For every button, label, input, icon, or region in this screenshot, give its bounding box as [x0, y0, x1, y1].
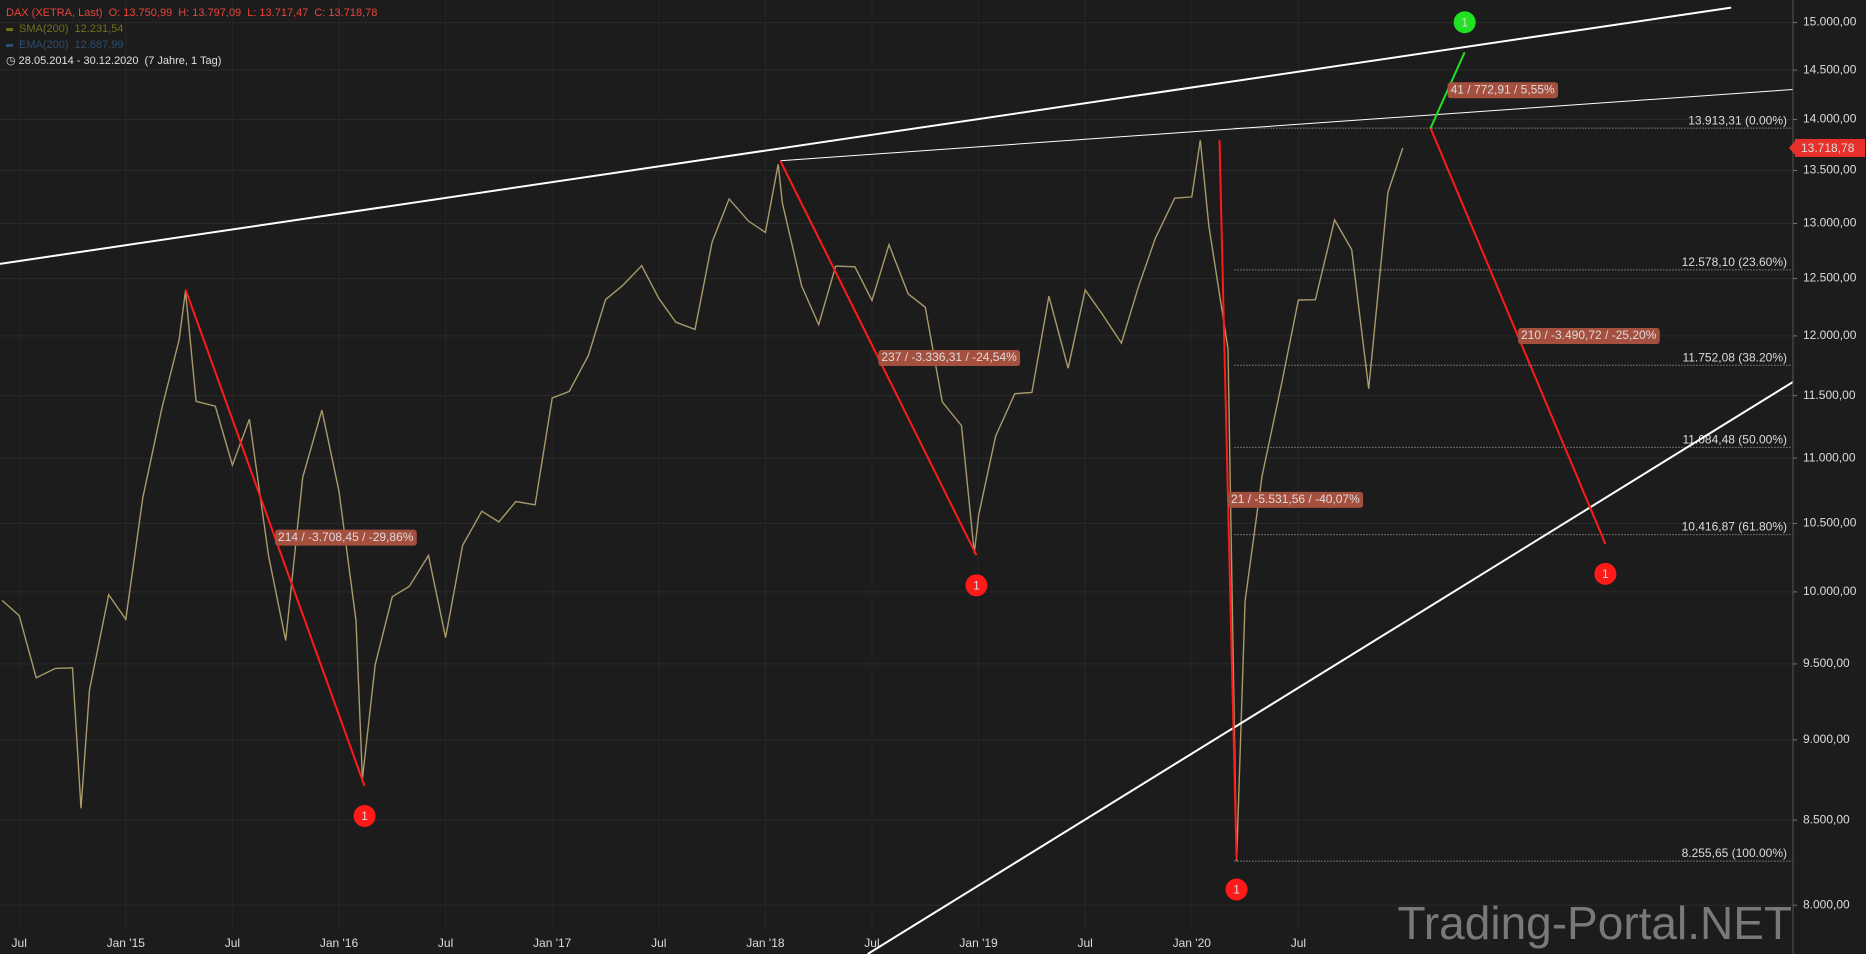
trendline — [780, 88, 1793, 162]
last-price-arrow — [1789, 139, 1796, 156]
move-label-box — [1517, 328, 1660, 345]
indicators: SMA(200) 12.231,54 EMA(200) 12.687,99 — [6, 21, 389, 53]
move-label: 237 / -3.336,31 / -24,54% — [881, 350, 1017, 364]
move-label-box — [275, 529, 417, 546]
move-label: 214 / -3.708,45 / -29,86% — [278, 530, 414, 544]
move-label: 41 / 772,91 / 5,55% — [1451, 82, 1555, 96]
fib-label: 10.416,87 (61.80%) — [1682, 520, 1787, 534]
y-tick-label: 9.500,00 — [1803, 656, 1850, 670]
move-marker — [1225, 878, 1248, 901]
indicator-name: EMA(200) — [19, 39, 69, 51]
move-label: 210 / -3.490,72 / -25,20% — [1521, 328, 1657, 342]
plot-area: 13.913,31 (0.00%) 12.578,10 (23.60%) 11.75… — [0, 6, 1793, 954]
y-tick-label: 15.000,00 — [1803, 15, 1857, 29]
header: DAX (XETRA, Last) O: 13.750,99 H: 13.797,0… — [6, 5, 389, 69]
last-price-box — [1795, 138, 1865, 157]
fib-label: 11.084,48 (50.00%) — [1682, 433, 1787, 447]
x-tick-label: Jan '16 — [320, 936, 359, 950]
x-tick-label: Jul — [12, 936, 27, 950]
indicator-swatch — [6, 43, 13, 47]
move-marker — [353, 805, 376, 828]
indicator: EMA(200) 12.687,99 — [6, 37, 389, 53]
move-marker — [965, 574, 988, 597]
y-tick-label: 8.000,00 — [1803, 897, 1850, 911]
move-marker-label: 1 — [1602, 567, 1609, 581]
fib-label: 8.255,65 (100.00%) — [1682, 846, 1787, 860]
y-tick-label: 10.500,00 — [1803, 516, 1857, 530]
move-marker — [1594, 562, 1617, 585]
instrument-row: DAX (XETRA, Last) O: 13.750,99 H: 13.797,0… — [6, 5, 389, 21]
range-row: ◷ 28.05.2014 - 30.12.2020 (7 Jahre, 1 Tag… — [6, 55, 222, 67]
y-tick-label: 11.000,00 — [1803, 450, 1856, 464]
period: (7 Jahre, 1 Tag) — [144, 55, 222, 67]
range: 28.05.2014 - 30.12.2020 — [18, 55, 139, 67]
x-tick-label: Jan '15 — [107, 936, 146, 950]
y-tick-label: 13.500,00 — [1803, 163, 1857, 177]
ohlc-value: O: 13.750,99 — [108, 7, 173, 19]
move-marker — [1453, 11, 1476, 34]
x-tick-label: Jan '18 — [746, 936, 785, 950]
fib-label: 11.752,08 (38.20%) — [1682, 350, 1787, 364]
trendline — [0, 6, 1732, 265]
move-label-box — [1228, 491, 1364, 508]
y-tick-label: 8.500,00 — [1803, 812, 1850, 826]
move-marker-label: 1 — [1461, 15, 1468, 29]
move-marker-label: 1 — [1233, 883, 1240, 897]
x-tick-label: Jul — [438, 936, 453, 950]
indicator-value: 12.231,54 — [74, 23, 124, 35]
instrument: DAX (XETRA, Last) — [6, 7, 103, 19]
fib-label: 13.913,31 (0.00%) — [1688, 113, 1787, 127]
indicator-swatch — [6, 27, 13, 31]
move-label: 21 / -5.531,56 / -40,07% — [1231, 492, 1360, 506]
y-tick-label: 10.000,00 — [1803, 584, 1857, 598]
y-tick-label: 11.500,00 — [1803, 388, 1856, 402]
indicator-value: 12.687,99 — [74, 39, 124, 51]
move-marker-label: 1 — [973, 578, 980, 592]
y-tick-label: 9.000,00 — [1803, 732, 1850, 746]
x-tick-label: Jan '20 — [1173, 936, 1212, 950]
price-line — [1, 140, 1404, 862]
x-tick-label: Jan '17 — [533, 936, 572, 950]
indicator: SMA(200) 12.231,54 — [6, 21, 389, 37]
move-marker-label: 1 — [361, 809, 368, 823]
y-tick-label: 12.500,00 — [1803, 271, 1857, 285]
watermark: Trading-Portal.NET — [1397, 897, 1792, 949]
ohlc: O: 13.750,99 H: 13.797,09 L: 13.717,47 C: 1… — [109, 7, 384, 19]
y-tick-label: 14.500,00 — [1803, 62, 1857, 76]
fib-label: 12.578,10 (23.60%) — [1682, 255, 1787, 269]
x-tick-label: Jul — [651, 936, 666, 950]
ohlc-value: H: 13.797,09 — [178, 7, 242, 19]
x-tick-label: Jul — [1078, 936, 1093, 950]
y-tick-label: 14.000,00 — [1803, 112, 1857, 126]
indicator-name: SMA(200) — [19, 23, 69, 35]
last-price-label: 13.718,78 — [1801, 141, 1855, 155]
x-tick-label: Jan '19 — [959, 936, 998, 950]
y-tick-label: 12.000,00 — [1803, 328, 1857, 342]
x-tick-label: Jul — [864, 936, 879, 950]
ohlc-value: L: 13.717,47 — [247, 7, 309, 19]
move-label-box — [1447, 82, 1559, 99]
y-tick-label: 13.000,00 — [1803, 216, 1857, 230]
x-tick-label: Jul — [225, 936, 240, 950]
move-label-box — [878, 350, 1021, 367]
trendline — [867, 381, 1793, 954]
x-tick-label: Jul — [1291, 936, 1306, 950]
ohlc-value: C: 13.718,78 — [314, 7, 378, 19]
